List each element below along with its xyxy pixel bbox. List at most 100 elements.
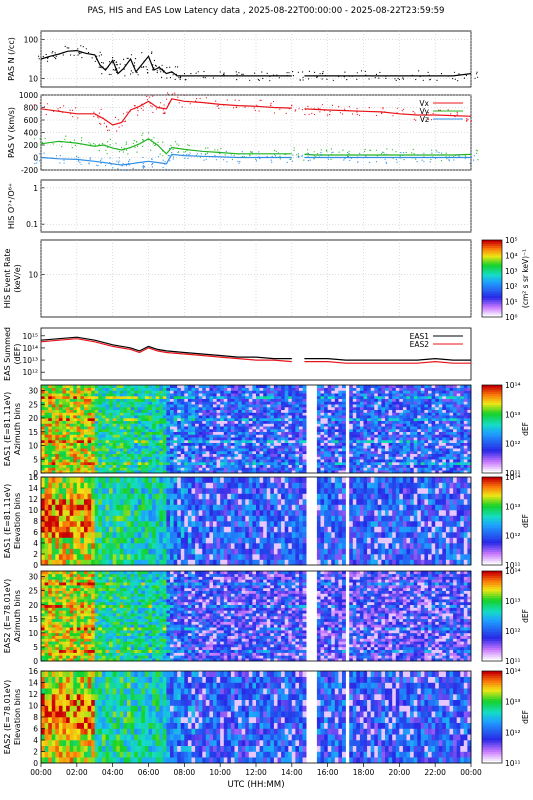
data-point (87, 51, 90, 54)
heatmap-cell (170, 467, 174, 471)
heatmap-cell (105, 423, 110, 427)
heatmap-cell (449, 418, 454, 421)
heatmap-cell (223, 429, 228, 432)
heatmap-cell (460, 442, 465, 446)
heatmap-cell (277, 445, 282, 449)
heatmap-cell (467, 464, 472, 468)
heatmap-cell (69, 493, 74, 500)
data-point (107, 145, 109, 148)
heatmap-cell (338, 453, 343, 457)
heatmap-cell (417, 434, 422, 438)
heatmap-cell (105, 420, 110, 424)
heatmap-cell (51, 470, 56, 474)
heatmap-cell (41, 526, 45, 533)
heatmap-cell (385, 390, 389, 394)
data-point (80, 163, 82, 165)
heatmap-cell (80, 515, 85, 522)
heatmap-cell (55, 504, 60, 511)
data-point (320, 154, 322, 156)
heatmap-cell (363, 470, 368, 474)
heatmap-cell (291, 404, 296, 408)
heatmap-cell (162, 467, 167, 471)
data-point (186, 149, 188, 151)
heatmap-cell (370, 398, 375, 402)
heatmap-cell (388, 459, 393, 463)
heatmap-cell (159, 442, 164, 446)
heatmap-cell (137, 404, 142, 408)
heatmap-cell (48, 429, 53, 432)
heatmap-cell (98, 390, 103, 394)
heatmap-cell (288, 453, 293, 457)
heatmap-cell (359, 387, 364, 391)
heatmap-cell (248, 385, 253, 388)
heatmap-cell (363, 434, 368, 438)
heatmap-cell (273, 415, 278, 419)
heatmap-cell (109, 404, 113, 408)
heatmap-cell (76, 462, 81, 465)
heatmap-cell (291, 451, 296, 454)
data-point (224, 154, 226, 156)
data-point (134, 58, 137, 60)
data-point (382, 108, 384, 110)
heatmap-cell (162, 401, 167, 405)
heatmap-cell (256, 445, 260, 449)
heatmap-cell (162, 453, 167, 457)
heatmap-cell (367, 423, 371, 427)
heatmap-cell (155, 434, 160, 438)
data-point (453, 159, 455, 161)
heatmap-cell (270, 418, 275, 421)
heatmap-cell (55, 393, 60, 397)
heatmap-cell (374, 407, 379, 410)
heatmap-cell (338, 431, 343, 435)
heatmap-cell (410, 393, 414, 397)
heatmap-cell (227, 453, 232, 457)
heatmap-cell (302, 462, 307, 465)
heatmap-cell (284, 448, 289, 452)
heatmap-cell (406, 404, 411, 408)
heatmap-cell (112, 453, 117, 457)
heatmap-cell (137, 409, 142, 413)
heatmap-cell (173, 398, 178, 402)
heatmap-cell (420, 448, 425, 452)
data-point (189, 103, 191, 105)
heatmap-cell (80, 451, 85, 454)
heatmap-cell (381, 412, 386, 416)
heatmap-cell (406, 420, 411, 424)
data-point (350, 157, 352, 159)
heatmap-cell (377, 401, 382, 405)
heatmap-cell (420, 437, 425, 441)
heatmap-cell (123, 451, 128, 454)
heatmap-cell (467, 431, 472, 435)
heatmap-cell (331, 387, 336, 391)
heatmap-cell (342, 387, 346, 391)
heatmap-cell (442, 442, 447, 446)
heatmap-cell (370, 420, 375, 424)
heatmap-cell (413, 431, 418, 435)
heatmap-cell (259, 467, 264, 471)
data-point (470, 151, 472, 153)
heatmap-cell (73, 448, 78, 452)
heatmap-cell (159, 401, 164, 405)
heatmap-cell (48, 385, 53, 388)
heatmap-cell (273, 445, 278, 449)
data-point (431, 152, 433, 154)
heatmap-cell (44, 453, 49, 457)
data-point (58, 53, 60, 55)
heatmap-cell (213, 423, 217, 427)
heatmap-cell (266, 409, 271, 413)
data-point (255, 158, 257, 160)
heatmap-cell (62, 504, 67, 511)
heatmap-cell (66, 548, 70, 555)
heatmap-cell (173, 470, 178, 474)
heatmap-cell (352, 440, 357, 443)
heatmap-cell (98, 409, 103, 413)
heatmap-cell (84, 459, 88, 463)
heatmap-cell (223, 418, 228, 421)
heatmap-cell (137, 467, 142, 471)
heatmap-cell (467, 453, 472, 457)
heatmap-cell (55, 404, 60, 408)
heatmap-cell (442, 453, 447, 457)
data-point (421, 159, 423, 161)
heatmap-cell (62, 453, 67, 457)
heatmap-cell (406, 426, 411, 430)
